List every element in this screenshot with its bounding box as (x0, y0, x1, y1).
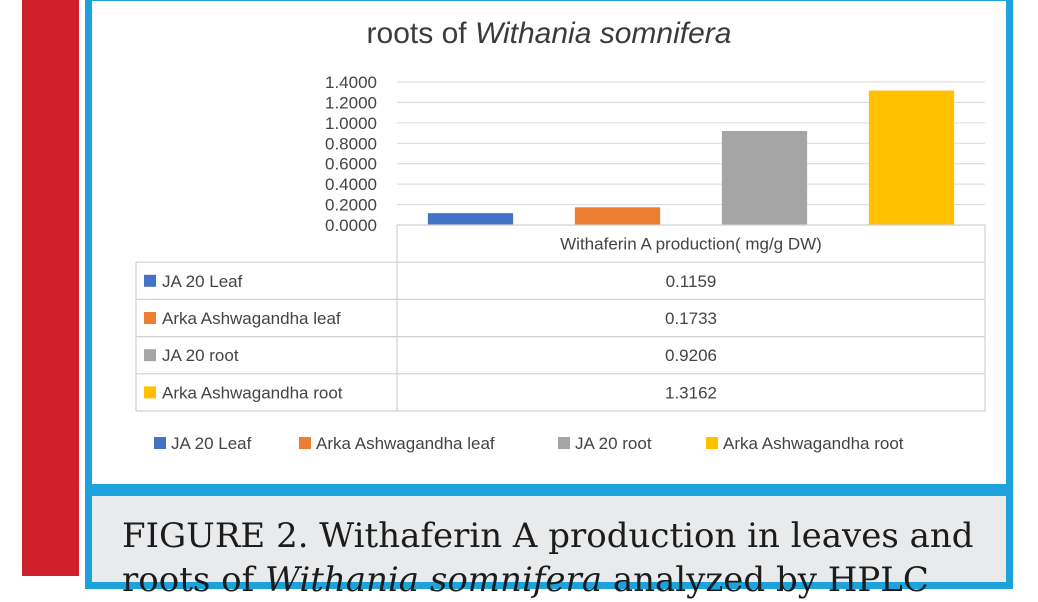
bar (574, 207, 661, 225)
table-legend-key (144, 386, 156, 399)
table-legend-key (144, 349, 156, 362)
table-value: 1.3162 (665, 383, 717, 402)
table-value: 0.1159 (666, 272, 717, 291)
legend-label: Arka Ashwagandha root (723, 434, 904, 453)
y-tick-label: 0.2000 (325, 196, 377, 215)
table-value: 0.1733 (665, 309, 717, 328)
legend-label: Arka Ashwagandha leaf (316, 434, 495, 453)
table-row-label: JA 20 root (162, 346, 239, 365)
legend-key (558, 437, 570, 449)
table-row-label: JA 20 Leaf (162, 272, 243, 291)
legend-key (154, 437, 166, 449)
chart-title-italic: Withania somnifera (474, 17, 732, 50)
table-header: Withaferin A production( mg/g DW) (560, 235, 822, 254)
caption-line2: roots of Withania somnifera analyzed by … (122, 560, 929, 600)
table-legend-key (144, 312, 156, 324)
caption-line1: FIGURE 2. Withaferin A production in lea… (122, 516, 974, 556)
chart-frame: roots of Withania somnifera 0.0000 0.2000… (85, 0, 1013, 491)
table-legend-key (144, 274, 156, 287)
y-tick-label: 1.0000 (325, 114, 377, 133)
table-value: 0.9206 (665, 346, 717, 365)
bar (721, 130, 808, 225)
table-row-label: Arka Ashwagandha leaf (162, 309, 341, 328)
legend-label: JA 20 root (575, 434, 652, 453)
bar (427, 213, 514, 225)
legend-key (706, 437, 718, 449)
y-tick-label: 0.6000 (325, 155, 377, 174)
figure-caption: FIGURE 2. Withaferin A production in lea… (122, 514, 992, 602)
y-tick-label: 0.4000 (325, 175, 377, 194)
legend-label: JA 20 Leaf (171, 434, 252, 453)
bar (868, 90, 955, 225)
figure-caption-box: FIGURE 2. Withaferin A production in lea… (85, 489, 1013, 600)
y-tick-label: 1.4000 (325, 73, 377, 92)
chart-title: roots of Withania somnifera (92, 17, 1006, 51)
chart-title-plain: roots of (366, 17, 475, 50)
red-side-bar (22, 0, 79, 576)
y-tick-label: 1.2000 (325, 93, 377, 112)
y-tick-label: 0.0000 (325, 216, 377, 235)
y-tick-label: 0.8000 (325, 134, 377, 153)
legend-key (299, 437, 311, 449)
table-row-label: Arka Ashwagandha root (162, 383, 343, 402)
